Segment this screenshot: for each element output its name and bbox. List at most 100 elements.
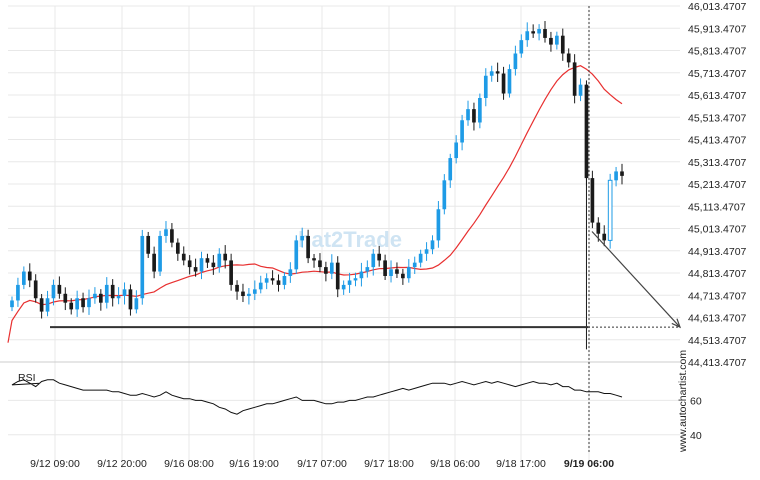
candle-body (39, 298, 44, 312)
candle-body (590, 178, 595, 223)
candle-body (175, 242, 180, 254)
time-tick-label: 9/19 06:00 (564, 458, 614, 470)
candle-body (252, 289, 257, 294)
candle-body (75, 298, 79, 310)
candle-body (472, 109, 476, 123)
candle-body (306, 235, 310, 259)
candle-body (81, 298, 85, 308)
candle-body (110, 284, 115, 299)
candle-body (549, 37, 553, 45)
candle-body (489, 71, 494, 76)
candle-body (27, 271, 32, 281)
candle-body (294, 240, 299, 270)
candle-body (146, 235, 151, 254)
candle-body (199, 258, 204, 272)
time-tick-label: 9/12 20:00 (97, 458, 147, 470)
candle-body (69, 302, 74, 310)
candle-body (406, 267, 411, 279)
candle-body (98, 293, 103, 303)
candle-body (33, 280, 38, 299)
candle-body (247, 293, 251, 297)
candle-body (318, 260, 322, 268)
price-tick-label: 45,913.4707 (688, 23, 747, 35)
candle-body (412, 262, 417, 268)
time-axis: 9/12 09:00 9/12 20:00 9/16 08:00 9/16 19:00… (30, 458, 614, 470)
price-tick-label: 45,113.4707 (688, 201, 746, 213)
candle-body (560, 35, 565, 54)
candle-body (258, 282, 263, 290)
candle-body (181, 253, 186, 261)
price-tick-label: 45,613.4707 (688, 90, 747, 102)
candle-body (164, 229, 168, 236)
time-tick-label: 9/16 08:00 (164, 458, 214, 470)
candle-body (602, 233, 607, 241)
candle-body (566, 53, 571, 63)
rsi-tick-label: 60 (690, 395, 702, 407)
candle-body (300, 235, 305, 241)
candle-body (93, 293, 97, 299)
forecast-arrow-line (591, 231, 681, 328)
price-axis: 46,013.4707 45,913.4707 45,813.4707 45,713.… (688, 1, 747, 442)
candle-body (430, 240, 435, 250)
candle-body (531, 31, 536, 34)
candle-body (507, 69, 512, 94)
candle-body (282, 275, 287, 285)
candle-body (264, 278, 269, 283)
candle-body (223, 253, 228, 261)
candle-body (460, 120, 464, 143)
candle-body (63, 293, 68, 303)
candle-body (288, 269, 293, 276)
candle-body (335, 262, 340, 290)
watermark-text: hat2Trade (298, 227, 402, 252)
time-tick-label: 9/18 17:00 (496, 458, 546, 470)
candle-body (424, 249, 429, 254)
candle-body (87, 298, 91, 308)
candle-body (276, 280, 281, 285)
candle-body (324, 267, 328, 274)
candle-body (436, 209, 441, 241)
price-tick-label: 45,313.4707 (688, 157, 747, 169)
time-tick-label: 9/17 18:00 (364, 458, 414, 470)
candle-body (401, 273, 405, 279)
ma-line (7, 65, 623, 343)
watermark: hat2Trade (298, 227, 402, 252)
time-tick-label: 9/12 09:00 (30, 458, 80, 470)
price-tick-label: 44,913.4707 (688, 246, 747, 258)
candle-body (235, 284, 239, 292)
candle-body (578, 84, 583, 96)
price-tick-label: 44,413.4707 (688, 357, 747, 369)
candle-body (466, 109, 470, 121)
candle-body (483, 75, 488, 98)
candle-body (555, 35, 559, 45)
candle-body (442, 180, 447, 210)
support-line (50, 6, 682, 452)
candle-body (519, 40, 524, 54)
candle-body (45, 298, 50, 312)
candle-body (513, 53, 518, 70)
rsi-panel: RSI (11, 372, 623, 415)
candle-body (51, 284, 56, 299)
candle-body (104, 284, 109, 303)
candle-body (620, 171, 624, 176)
candle-body (116, 296, 121, 299)
candle-body (389, 269, 393, 276)
price-tick-label: 46,013.4707 (688, 1, 747, 13)
candle-body (614, 171, 618, 181)
candle-body (347, 280, 352, 285)
candle-body (584, 84, 589, 179)
time-tick-label: 9/17 07:00 (297, 458, 347, 470)
candle-body (122, 289, 127, 297)
price-tick-label: 45,413.4707 (688, 135, 747, 147)
candle-body (377, 253, 382, 261)
candle-body (359, 271, 364, 279)
candle-body (229, 260, 233, 285)
grid (0, 5, 680, 468)
candle-body (312, 258, 316, 261)
candle-body (383, 260, 387, 276)
candle-body (537, 29, 541, 34)
candle-body (217, 253, 222, 268)
candle-body (152, 253, 156, 272)
candle-body (478, 97, 482, 123)
